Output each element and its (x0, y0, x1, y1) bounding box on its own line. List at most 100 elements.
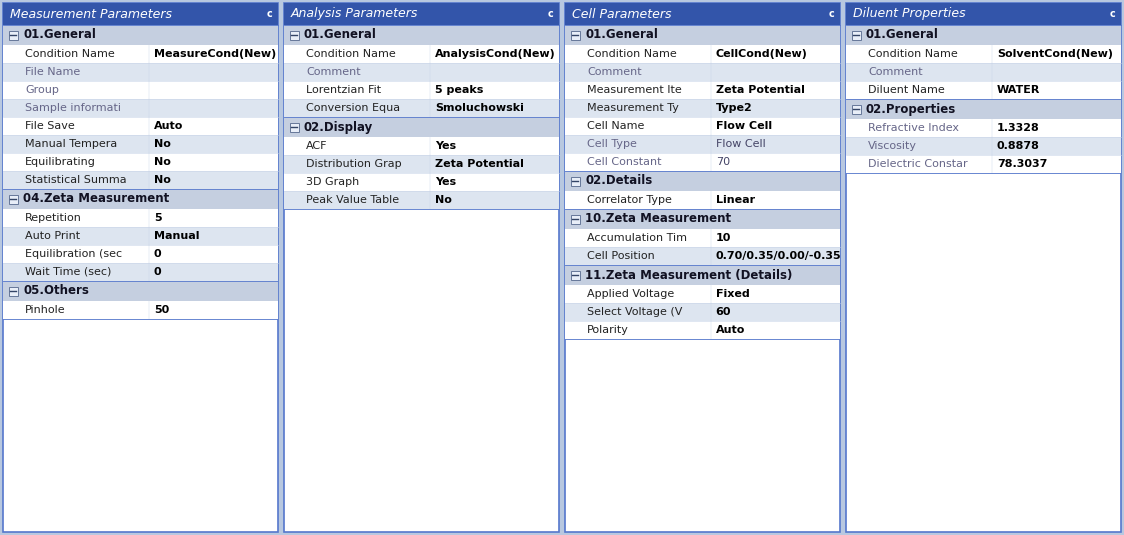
Bar (846, 3, 1121, 25)
Text: Condition Name: Condition Name (306, 49, 396, 59)
Text: Comment: Comment (868, 67, 923, 77)
Text: Polarity: Polarity (587, 325, 628, 335)
Text: 78.3037: 78.3037 (997, 159, 1048, 169)
Text: Condition Name: Condition Name (587, 49, 677, 59)
Text: Zeta Potential: Zeta Potential (716, 85, 805, 95)
Text: Cell Position: Cell Position (587, 251, 655, 261)
Bar (565, 265, 840, 285)
Text: Manual: Manual (154, 231, 199, 241)
Text: No: No (154, 157, 171, 167)
Text: Refractive Index: Refractive Index (868, 123, 959, 133)
Bar (565, 99, 840, 117)
Bar (846, 63, 1121, 81)
Bar (284, 25, 559, 45)
Text: Pinhole: Pinhole (25, 305, 65, 315)
Text: Fixed: Fixed (716, 289, 750, 299)
Text: Conversion Equa: Conversion Equa (306, 103, 400, 113)
Text: 0.8878: 0.8878 (997, 141, 1040, 151)
Text: 50: 50 (154, 305, 169, 315)
Text: 01.General: 01.General (22, 28, 96, 42)
Bar (3, 135, 278, 153)
Text: 0: 0 (154, 249, 162, 259)
Bar (846, 81, 1121, 99)
Bar (846, 45, 1121, 63)
Bar (290, 30, 299, 40)
Text: 60: 60 (716, 307, 732, 317)
Text: Statistical Summa: Statistical Summa (25, 175, 127, 185)
Text: Comment: Comment (587, 67, 642, 77)
Text: Peak Value Table: Peak Value Table (306, 195, 399, 205)
Bar (846, 25, 1121, 45)
Bar (284, 81, 559, 99)
Bar (3, 171, 278, 189)
Bar (3, 281, 278, 301)
Bar (565, 81, 840, 99)
Text: No: No (435, 195, 452, 205)
Text: Measurement Parameters: Measurement Parameters (10, 7, 172, 20)
Bar (565, 45, 840, 63)
Bar (846, 99, 1121, 119)
Text: CellCond(New): CellCond(New) (716, 49, 808, 59)
Text: 01.General: 01.General (584, 28, 658, 42)
Bar (284, 3, 559, 25)
Text: 1.3328: 1.3328 (997, 123, 1040, 133)
Text: Group: Group (25, 85, 58, 95)
Text: Flow Cell: Flow Cell (716, 139, 765, 149)
Text: Auto: Auto (716, 325, 745, 335)
Bar (565, 247, 840, 265)
Text: Cell Name: Cell Name (587, 121, 644, 131)
Bar (3, 3, 278, 25)
Bar (3, 99, 278, 117)
Text: ACF: ACF (306, 141, 327, 151)
Bar (284, 173, 559, 191)
Text: Select Voltage (V: Select Voltage (V (587, 307, 682, 317)
Text: Wait Time (sec): Wait Time (sec) (25, 267, 111, 277)
Text: 10: 10 (716, 233, 731, 243)
Bar (846, 137, 1121, 155)
Text: Smoluchowski: Smoluchowski (435, 103, 524, 113)
Text: c: c (547, 9, 553, 19)
Bar (284, 117, 559, 137)
Bar (3, 153, 278, 171)
Text: Applied Voltage: Applied Voltage (587, 289, 674, 299)
Bar (565, 229, 840, 247)
Bar (3, 25, 278, 45)
Bar (565, 209, 840, 229)
Text: Cell Parameters: Cell Parameters (572, 7, 671, 20)
Text: SolventCond(New): SolventCond(New) (997, 49, 1113, 59)
Text: Type2: Type2 (716, 103, 752, 113)
Bar (565, 191, 840, 209)
Text: Diluent Properties: Diluent Properties (853, 7, 966, 20)
Text: File Save: File Save (25, 121, 75, 131)
Bar (3, 209, 278, 227)
Text: Cell Type: Cell Type (587, 139, 637, 149)
Bar (565, 171, 840, 191)
Text: 5: 5 (154, 213, 162, 223)
Text: Flow Cell: Flow Cell (716, 121, 772, 131)
Bar (565, 63, 840, 81)
Text: 0: 0 (154, 267, 162, 277)
Text: Linear: Linear (716, 195, 755, 205)
Text: Accumulation Tim: Accumulation Tim (587, 233, 687, 243)
Bar (284, 137, 559, 155)
Bar (565, 3, 840, 25)
Text: No: No (154, 175, 171, 185)
Text: Measurement Ty: Measurement Ty (587, 103, 679, 113)
Bar (3, 45, 278, 63)
Text: Viscosity: Viscosity (868, 141, 917, 151)
Bar (565, 321, 840, 339)
Bar (3, 81, 278, 99)
Bar (571, 177, 580, 186)
Text: Yes: Yes (435, 141, 456, 151)
Bar (9, 30, 18, 40)
Bar (9, 287, 18, 295)
Bar (571, 30, 580, 40)
Text: Equilibrating: Equilibrating (25, 157, 96, 167)
Text: Dielectric Constar: Dielectric Constar (868, 159, 968, 169)
Bar (3, 117, 278, 135)
Bar (571, 271, 580, 279)
Text: Distribution Grap: Distribution Grap (306, 159, 401, 169)
Text: 0.70/0.35/0.00/-0.35: 0.70/0.35/0.00/-0.35 (716, 251, 842, 261)
Text: c: c (828, 9, 834, 19)
Text: 01.General: 01.General (865, 28, 939, 42)
